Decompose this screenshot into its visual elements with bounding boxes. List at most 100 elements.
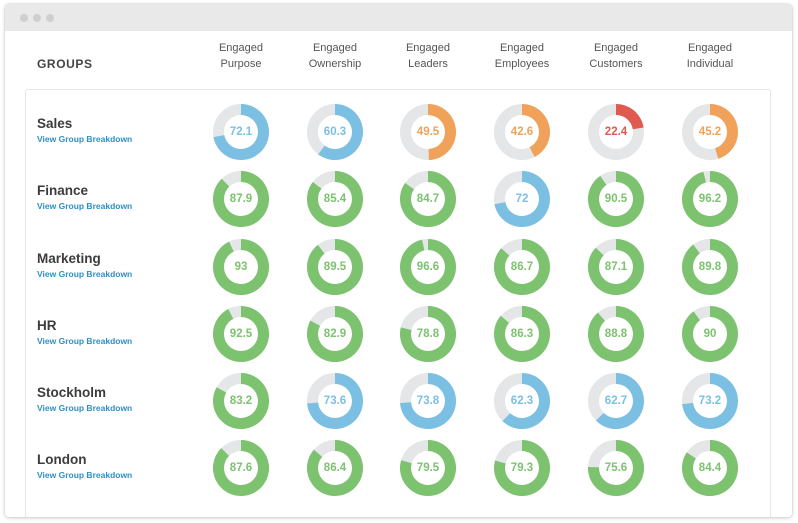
group-row-hr: HR View Group Breakdown [37,318,132,347]
donut-london-purpose[interactable]: 87.6 [212,439,270,497]
view-group-breakdown-link[interactable]: View Group Breakdown [37,134,133,144]
donut-stockholm-purpose[interactable]: 83.2 [212,372,270,430]
window-minimize-button[interactable] [33,14,41,22]
donut-london-customers[interactable]: 75.6 [587,439,645,497]
donut-finance-customers[interactable]: 90.5 [587,170,645,228]
column-header-line1: Engaged [687,42,733,54]
donut-value-arc [400,306,456,362]
donut-value-label: 62.3 [510,395,534,407]
donut-marketing-ownership[interactable]: 89.5 [306,238,364,296]
donut-london-leaders[interactable]: 79.5 [399,439,457,497]
donut-sales-customers[interactable]: 22.4 [587,103,645,161]
donut-value-label: 84.7 [416,193,440,205]
donut-value-label: 72.1 [229,126,253,138]
window-maximize-button[interactable] [46,14,54,22]
donut-marketing-purpose[interactable]: 93 [212,238,270,296]
donut-chart [400,440,456,496]
donut-chart [588,239,644,295]
donut-chart [213,306,269,362]
column-header-line1: Engaged [593,42,639,54]
column-header-line1: Engaged [312,42,358,54]
donut-chart [307,104,363,160]
donut-chart [682,373,738,429]
donut-sales-leaders[interactable]: 49.5 [399,103,457,161]
donut-sales-employees[interactable]: 42.6 [493,103,551,161]
donut-sales-ownership[interactable]: 60.3 [306,103,364,161]
group-name: Sales [37,116,73,131]
view-group-breakdown-link[interactable]: View Group Breakdown [37,269,133,279]
column-header-leaders: Engaged Leaders [381,41,475,72]
group-name: London [37,452,87,467]
donut-hr-ownership[interactable]: 82.9 [306,305,364,363]
donut-finance-ownership[interactable]: 85.4 [306,170,364,228]
donut-hr-customers[interactable]: 88.8 [587,305,645,363]
view-group-breakdown-link[interactable]: View Group Breakdown [37,403,133,413]
view-group-breakdown-link[interactable]: View Group Breakdown [37,336,133,346]
donut-chart [682,440,738,496]
window-titlebar [5,4,792,31]
donut-chart [307,171,363,227]
donut-chart [494,239,550,295]
column-header-line1: Engaged [499,42,545,54]
donut-chart [400,306,456,362]
donut-hr-purpose[interactable]: 92.5 [212,305,270,363]
donut-finance-purpose[interactable]: 87.9 [212,170,270,228]
donut-value-label: 89.8 [698,261,722,273]
donut-value-arc [307,239,363,295]
column-header-employees: Engaged Employees [475,41,569,72]
donut-finance-employees[interactable]: 72 [493,170,551,228]
group-row-london: London View Group Breakdown [37,452,132,481]
column-header-line2: Customers [589,57,643,70]
donut-finance-leaders[interactable]: 84.7 [399,170,457,228]
donut-value-arc [213,440,269,496]
donut-chart [682,306,738,362]
donut-marketing-leaders[interactable]: 96.6 [399,238,457,296]
donut-sales-purpose[interactable]: 72.1 [212,103,270,161]
donut-stockholm-individual[interactable]: 73.2 [681,372,739,430]
donut-value-arc [682,171,738,227]
donut-value-arc [588,171,644,227]
donut-chart [213,104,269,160]
column-header-line2: Leaders [408,57,448,70]
donut-chart [494,440,550,496]
donut-sales-individual[interactable]: 45.2 [681,103,739,161]
donut-stockholm-customers[interactable]: 62.7 [587,372,645,430]
donut-london-individual[interactable]: 84.4 [681,439,739,497]
donut-stockholm-employees[interactable]: 62.3 [493,372,551,430]
donut-chart [494,306,550,362]
donut-hr-employees[interactable]: 86.3 [493,305,551,363]
donut-chart [588,171,644,227]
donut-value-arc [307,171,363,227]
donut-value-label: 86.4 [323,462,347,474]
donut-marketing-individual[interactable]: 89.8 [681,238,739,296]
donut-chart [307,306,363,362]
donut-london-ownership[interactable]: 86.4 [306,439,364,497]
donut-value-label: 73.6 [323,395,347,407]
donut-value-label: 78.8 [416,328,440,340]
donut-finance-individual[interactable]: 96.2 [681,170,739,228]
donut-marketing-employees[interactable]: 86.7 [493,238,551,296]
donut-stockholm-ownership[interactable]: 73.6 [306,372,364,430]
donut-value-arc [494,306,550,362]
groups-card [25,89,771,517]
donut-value-arc [616,104,644,130]
donut-chart [307,440,363,496]
column-header-individual: Engaged Individual [663,41,757,72]
donut-value-label: 79.5 [416,462,440,474]
window-close-button[interactable] [20,14,28,22]
donut-value-label: 86.3 [510,328,534,340]
donut-value-arc [588,239,644,295]
donut-value-arc [318,104,363,160]
view-group-breakdown-link[interactable]: View Group Breakdown [37,470,133,480]
donut-london-employees[interactable]: 79.3 [493,439,551,497]
view-group-breakdown-link[interactable]: View Group Breakdown [37,201,133,211]
donut-value-arc [502,373,550,429]
group-name: Finance [37,183,89,198]
donut-value-arc [213,373,269,429]
donut-chart [494,373,550,429]
donut-hr-leaders[interactable]: 78.8 [399,305,457,363]
donut-marketing-customers[interactable]: 87.1 [587,238,645,296]
group-name: Stockholm [37,385,107,400]
donut-hr-individual[interactable]: 90 [681,305,739,363]
donut-stockholm-leaders[interactable]: 73.8 [399,372,457,430]
